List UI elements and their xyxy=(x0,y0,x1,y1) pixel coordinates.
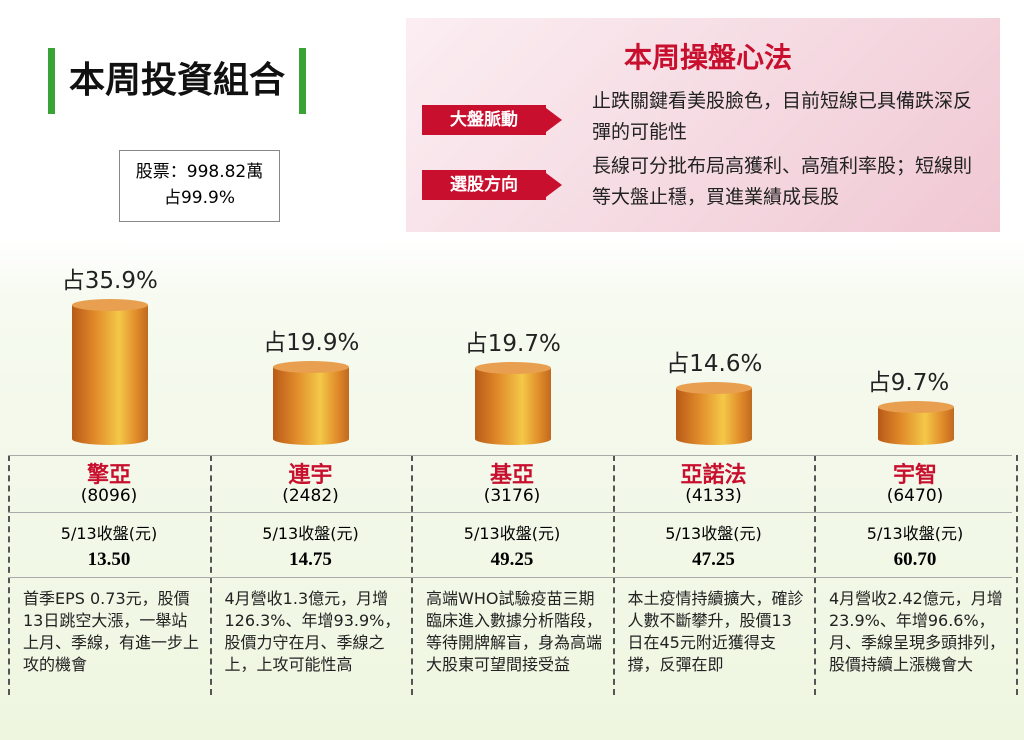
bar xyxy=(877,401,954,445)
stock-note: 首季EPS 0.73元，股價13日跳空大漲，一舉站上月、季線，有進一步上攻的機會 xyxy=(23,589,200,674)
row-divider xyxy=(8,577,1012,578)
strategy-text: 止跌關鍵看美股臉色，目前短線已具備跌深反彈的可能性 xyxy=(592,90,973,143)
bar xyxy=(474,362,551,445)
close-price: 49.25 xyxy=(490,549,534,570)
close-price: 13.50 xyxy=(87,549,131,570)
stock-name: 宇智 xyxy=(892,463,937,488)
stock-code: (8096) xyxy=(80,486,138,506)
row-divider xyxy=(8,512,1012,513)
value-label: 占19.9% xyxy=(263,330,360,357)
value-label: 占14.6% xyxy=(666,351,763,378)
price-label: 5/13收盤(元) xyxy=(463,524,561,543)
close-price: 47.25 xyxy=(692,549,735,570)
stock-name: 基亞 xyxy=(489,463,534,488)
strategy-text: 長線可分批布局高獲利、高殖利率股；短線則等大盤止穩，買進業績成長股 xyxy=(592,155,973,208)
price-label: 5/13收盤(元) xyxy=(60,524,158,543)
strategy-panel: 本周操盤心法 大盤脈動 止跌關鍵看美股臉色，目前短線已具備跌深反彈的可能性 選股方向… xyxy=(406,18,1000,232)
price-label: 5/13收盤(元) xyxy=(866,524,964,543)
stock-note: 本土疫情持續擴大，確診人數不斷攀升，股價13日在45元附近獲得支撐，反彈在即 xyxy=(627,589,804,674)
value-label: 占9.7% xyxy=(867,370,950,397)
stock-name: 擎亞 xyxy=(86,463,131,488)
holdings-box: 股票：998.82萬 占99.9% xyxy=(119,150,280,222)
row-divider xyxy=(8,455,1012,456)
value-label: 占35.9% xyxy=(61,268,158,294)
stock-code: (6470) xyxy=(886,486,944,506)
bar xyxy=(71,299,148,445)
value-label: 占19.7% xyxy=(464,331,561,358)
column-divider xyxy=(612,455,615,695)
close-price: 14.75 xyxy=(289,549,332,570)
column-divider xyxy=(8,455,10,695)
stock-code: (3176) xyxy=(483,486,541,506)
holdings-line: 占99.9% xyxy=(163,188,235,208)
strategy-title: 本周操盤心法 xyxy=(624,41,793,74)
holdings-line: 股票：998.82萬 xyxy=(135,162,264,182)
column-divider xyxy=(411,455,413,695)
strategy-tag: 大盤脈動 xyxy=(422,105,562,135)
bar xyxy=(676,382,753,445)
stock-name: 亞諾法 xyxy=(680,463,747,488)
column-divider xyxy=(209,455,212,695)
stock-code: (4133) xyxy=(685,486,742,506)
price-label: 5/13收盤(元) xyxy=(665,524,762,543)
page-title: 本周投資組合 xyxy=(48,48,307,114)
stock-note: 4月營收2.42億元，月增23.9%、年增96.6%，月、季線呈現多頭排列，股價… xyxy=(829,589,1006,674)
price-label: 5/13收盤(元) xyxy=(262,524,359,543)
stock-note: 4月營收1.3億元，月增126.3%、年增93.9%，股價力守在月、季線之上，上… xyxy=(224,589,401,674)
bar xyxy=(273,361,350,445)
column-divider xyxy=(814,455,816,695)
stock-code: (2482) xyxy=(282,486,339,506)
close-price: 60.70 xyxy=(893,549,937,570)
stock-name: 連宇 xyxy=(288,463,333,488)
column-divider xyxy=(1015,455,1018,695)
stock-note: 高端WHO試驗疫苗三期臨床進入數據分析階段，等待開牌解盲，身為高端大股東可望間接… xyxy=(426,589,603,674)
strategy-tag: 選股方向 xyxy=(422,170,562,200)
